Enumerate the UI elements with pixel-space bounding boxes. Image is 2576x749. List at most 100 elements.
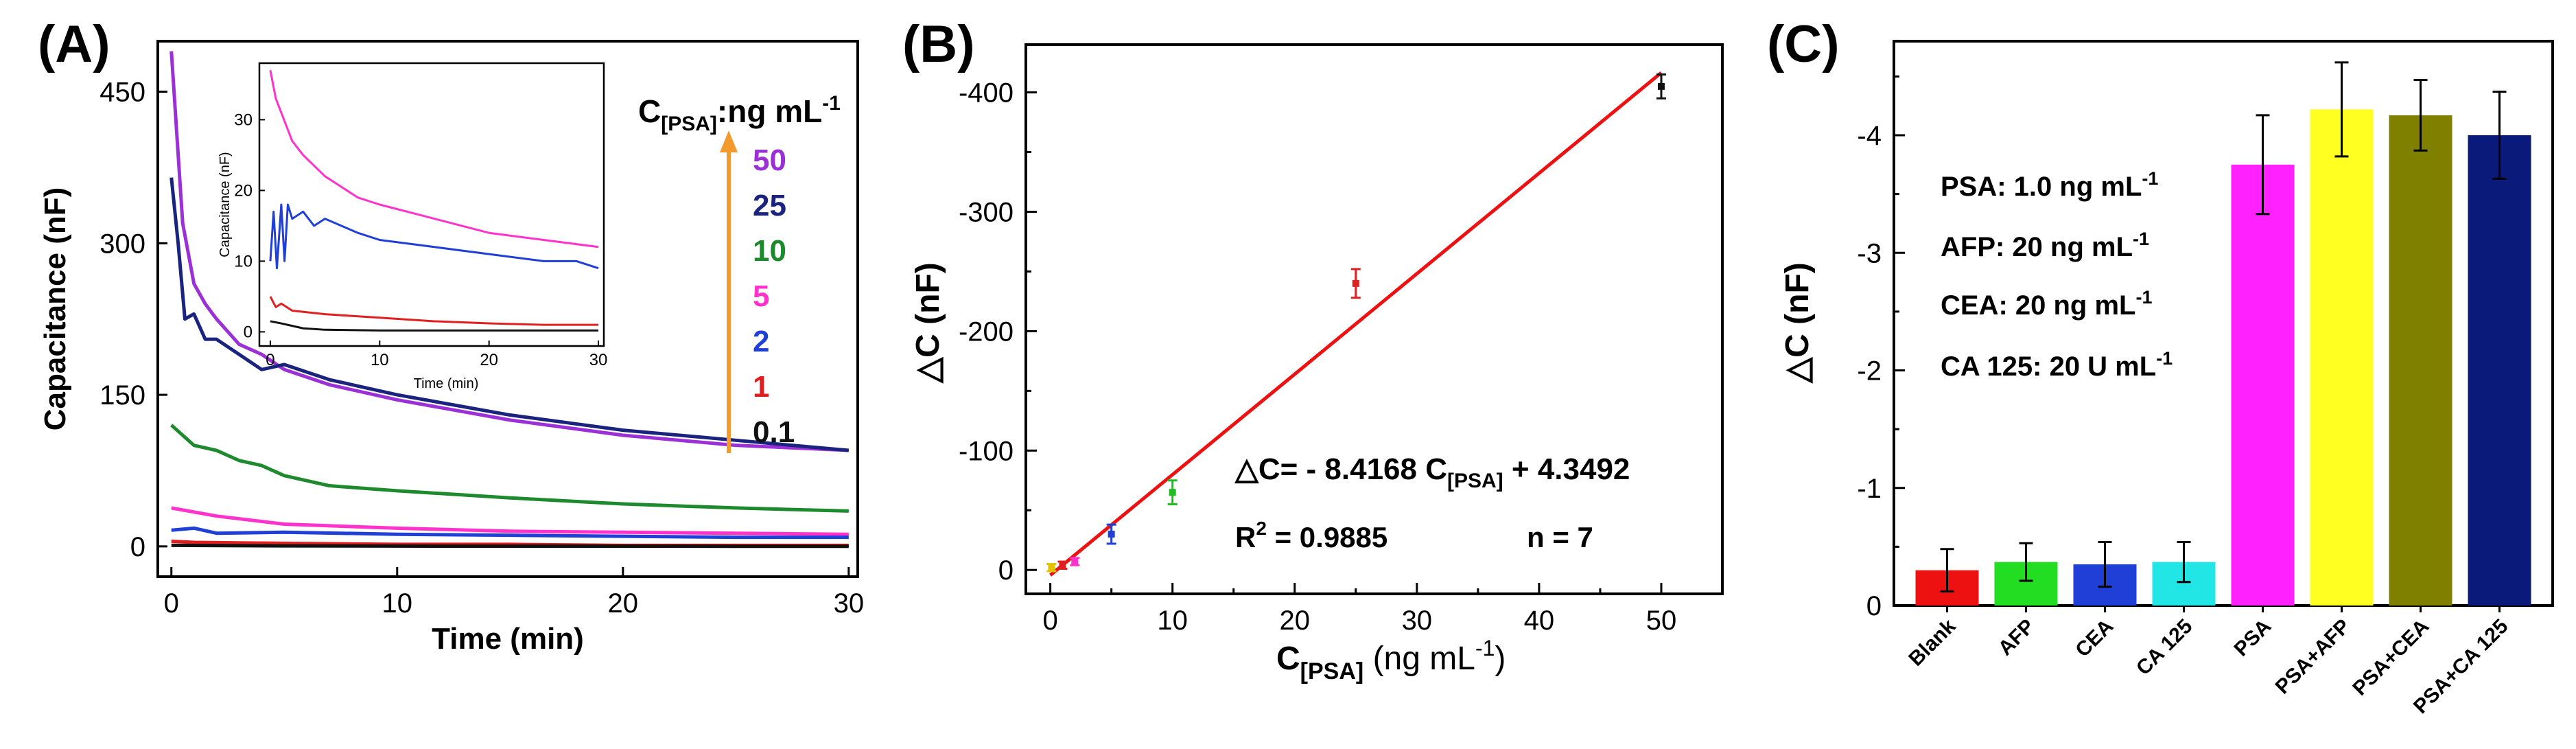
inset-ylabel: Capacitance (nF) — [218, 152, 233, 257]
c-ytick-label: -4 — [1857, 121, 1882, 151]
panel-b: (B) 0 10 20 30 40 50 0 -100 -200 -300 -400 △C (nF)… — [902, 15, 1724, 684]
a-series-line — [169, 51, 849, 452]
inset-series-line — [269, 70, 599, 249]
panel-c-annotations: PSA: 1.0 ng mL-1 AFP: 20 ng mL-1 CEA: 20… — [1941, 168, 2173, 382]
panel-b-ylabel: △C (nF) — [910, 262, 946, 384]
ann-cea-sup: -1 — [2135, 287, 2152, 308]
xlabel-main: C — [1276, 641, 1300, 677]
c-category-label: Blank — [1904, 614, 1960, 670]
panel-b-equation: △C= - 8.4168 C[PSA] + 4.3492 — [1234, 452, 1630, 492]
c-ytick-label: -1 — [1857, 474, 1882, 504]
a-ytick-label: 450 — [99, 78, 145, 108]
panel-a-legend-title: C[PSA]:ng mL-1 — [638, 92, 841, 135]
b-data-point — [1071, 558, 1079, 566]
b-ytick-label: 0 — [998, 555, 1014, 586]
panel-a-ylabel: Capacitance (nF) — [38, 187, 72, 431]
panel-b-fit — [1049, 71, 1663, 577]
c-category-label: PSA — [2229, 615, 2275, 661]
inset-ytick-label: 20 — [234, 181, 253, 200]
b-data-point — [1352, 279, 1359, 287]
b-fit-line — [1049, 71, 1663, 577]
a-series-line — [169, 177, 850, 452]
b-xtick-label: 0 — [1042, 606, 1057, 636]
b-xtick-label: 40 — [1524, 606, 1555, 636]
ann-afp: AFP: 20 ng mL-1 — [1941, 229, 2149, 262]
panel-b-axes: 0 10 20 30 40 50 0 -100 -200 -300 -400 — [959, 78, 1676, 636]
inset-ytick-label: 10 — [234, 252, 253, 270]
b-ytick-label: -200 — [959, 316, 1014, 347]
inset-series — [269, 70, 599, 332]
panel-b-plot-frame — [1024, 43, 1724, 595]
a-ytick-label: 0 — [130, 532, 145, 562]
b-ytick-label: -400 — [959, 78, 1014, 108]
legend-title-main: C — [638, 93, 661, 129]
inset-ytick-label: 30 — [234, 111, 253, 129]
panel-b-xlabel: C[PSA] (ng mL-1) — [1276, 636, 1506, 684]
c-category-label: CEA — [2071, 615, 2118, 662]
b-data-point — [1048, 564, 1055, 571]
a-series-line — [171, 506, 849, 536]
inset-axes: 0 10 20 30 0 10 20 30 — [234, 111, 607, 369]
c-bar — [2468, 135, 2531, 606]
c-ytick-label: -3 — [1857, 238, 1882, 268]
b-xtick-label: 20 — [1280, 606, 1311, 636]
ann-psa-text: PSA: 1.0 ng mL — [1941, 172, 2142, 202]
a-legend-label: 0.1 — [753, 415, 795, 449]
a-legend-label: 5 — [753, 279, 769, 313]
c-bar — [2389, 115, 2452, 606]
inset-series-line — [270, 320, 599, 332]
a-xtick-label: 20 — [608, 588, 639, 619]
panel-c: (C) 0 -1 -2 -3 -4 Blank AFP CEA CA 125 PSAPSA+AF… — [1767, 15, 2554, 718]
ann-ca125-text: CA 125: 20 U mL — [1941, 352, 2156, 382]
b-ytick-label: -300 — [959, 197, 1014, 227]
panel-a-xlabel: Time (min) — [432, 622, 584, 656]
panel-a-plot-frame — [156, 40, 859, 578]
ann-afp-text: AFP: 20 ng mL — [1941, 232, 2133, 262]
panel-a-series — [169, 51, 850, 549]
b-data-point — [1108, 531, 1115, 538]
ann-psa: PSA: 1.0 ng mL-1 — [1941, 168, 2158, 202]
panel-b-letter: (B) — [902, 15, 975, 73]
r2-sup: 2 — [1256, 518, 1267, 539]
ann-afp-sup: -1 — [2133, 229, 2149, 249]
ann-cea: CEA: 20 ng mL-1 — [1941, 287, 2153, 321]
b-data-point — [1059, 562, 1066, 569]
ann-ca125-sup: -1 — [2156, 348, 2173, 369]
a-legend-label: 2 — [753, 325, 769, 358]
eq-sub: [PSA] — [1447, 470, 1503, 492]
ann-cea-text: CEA: 20 ng mL — [1941, 290, 2135, 321]
a-legend-label: 1 — [753, 370, 769, 404]
eq-tail: + 4.3492 — [1503, 452, 1630, 486]
inset-xlabel: Time (min) — [414, 376, 479, 391]
inset-xtick-label: 0 — [266, 351, 274, 369]
c-category-label: AFP — [1994, 615, 2039, 660]
c-bar — [2310, 109, 2374, 606]
c-bar — [2231, 164, 2295, 606]
a-legend-label: 10 — [753, 234, 786, 268]
a-legend-label: 50 — [753, 143, 786, 177]
c-category-label: PSA+CEA — [2348, 615, 2433, 700]
b-ytick-label: -100 — [959, 436, 1014, 466]
r2-tail: = 0.9885 — [1267, 521, 1387, 553]
inset-xtick-label: 10 — [371, 351, 389, 369]
c-category-label: PSA+AFP — [2271, 615, 2355, 699]
inset-xtick-label: 20 — [480, 351, 498, 369]
r2-main: R — [1235, 521, 1256, 553]
a-series-line — [171, 526, 849, 540]
panel-c-letter: (C) — [1767, 15, 1840, 73]
a-ytick-label: 300 — [99, 229, 145, 259]
panel-a-letter: (A) — [38, 15, 110, 73]
panel-a-legend-items: 50 25 10 5 2 1 0.1 — [753, 143, 795, 449]
legend-title-sub: [PSA] — [661, 113, 717, 135]
inset-series-line — [269, 203, 599, 270]
panel-b-r2: R2 = 0.9885 — [1235, 518, 1387, 553]
panel-b-points — [1046, 73, 1666, 573]
a-ytick-label: 150 — [99, 380, 145, 411]
panel-b-n: n = 7 — [1527, 521, 1593, 553]
panel-c-plot-frame — [1893, 40, 2554, 607]
panel-c-category-labels: Blank AFP CEA CA 125 PSAPSA+AFPPSA+CEAPSA+CA… — [1904, 606, 2512, 718]
a-xtick-label: 0 — [164, 588, 179, 619]
